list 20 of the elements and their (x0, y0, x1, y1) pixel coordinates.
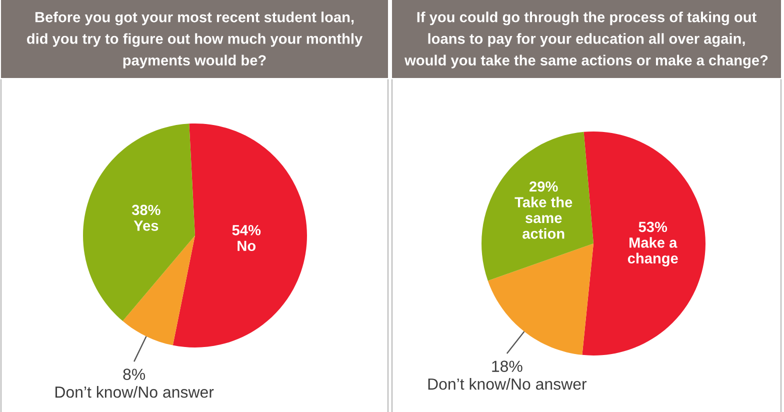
pie-slice (488, 244, 594, 355)
slice-label: No (238, 240, 256, 252)
data-label: 53% (638, 222, 668, 232)
data-label: 18% (492, 360, 522, 372)
data-label: 38% (132, 204, 160, 216)
pie-slice (122, 236, 195, 346)
data-label: 8% (123, 368, 146, 380)
chart-title: If you could go through the process of taking out loans to pay for your education all over again, would you take the same actions or make a change? (404, 12, 768, 68)
pie-slice (172, 124, 307, 348)
pie-slice (582, 132, 706, 356)
pie-slice (83, 124, 195, 322)
slice-label: Make a change (628, 237, 678, 266)
pie-slice (482, 132, 594, 281)
data-label: 54% (232, 225, 261, 236)
slice-label: Yes (134, 220, 158, 231)
data-label: 29% (530, 181, 558, 192)
chart-title: Before you got your most recent student loan, did you try to figure out how much your monthly payments would be? (27, 12, 363, 68)
slice-label: Take the same action (514, 196, 572, 239)
slice-label: Don’t know/No answer (428, 378, 587, 390)
slice-label: Don’t know/No answer (55, 386, 214, 398)
